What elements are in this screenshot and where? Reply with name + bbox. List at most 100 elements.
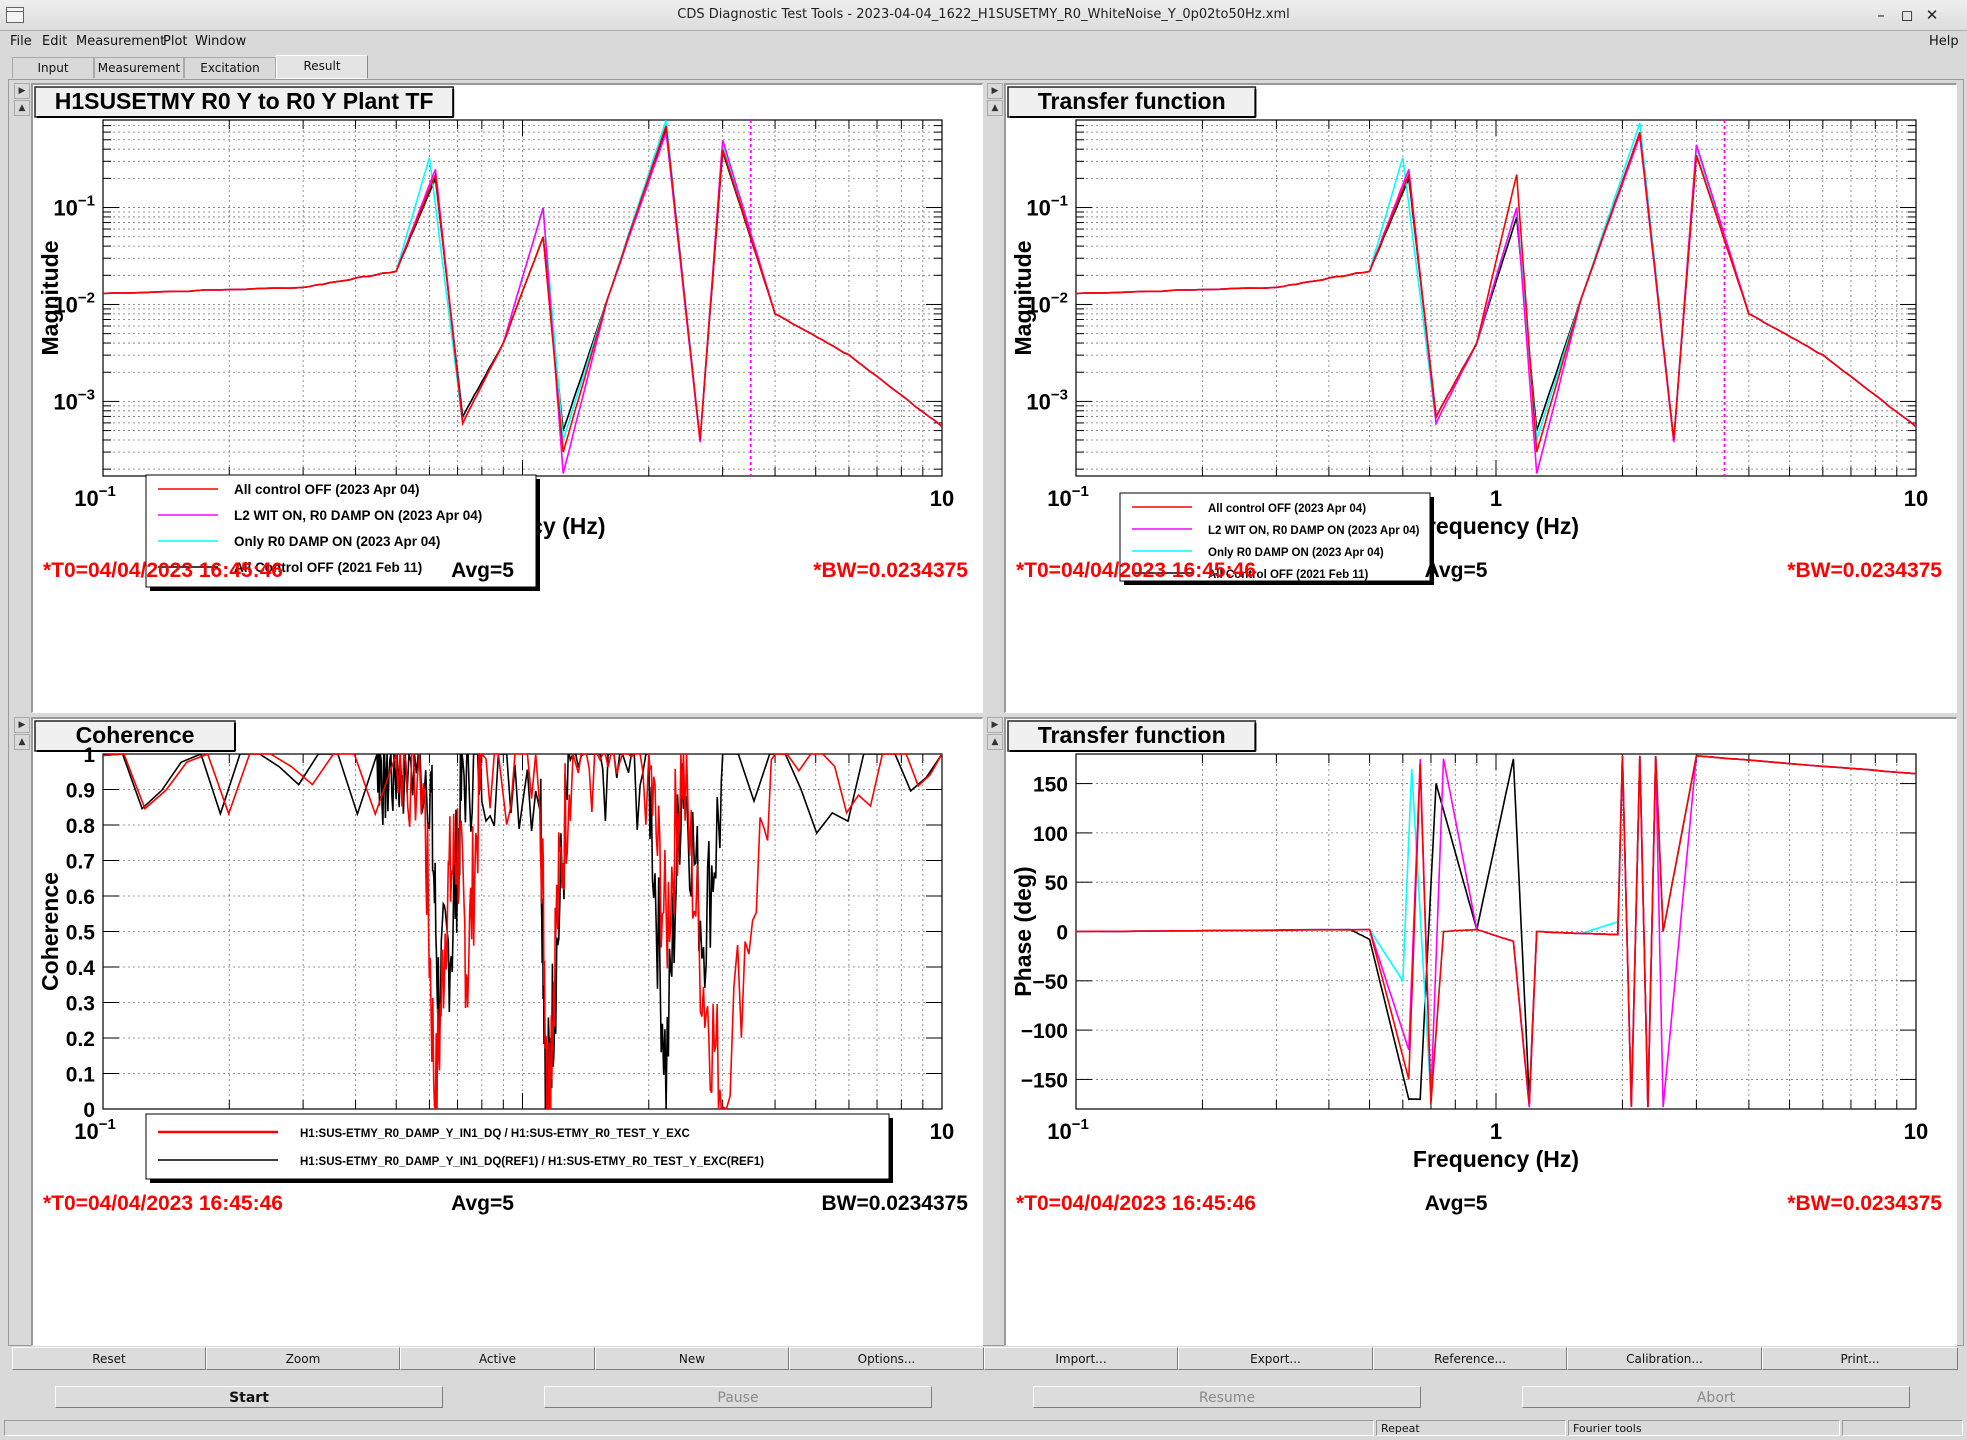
- y-tick-label: −50: [1032, 971, 1068, 994]
- y-tick-label: 10−2: [1026, 289, 1068, 317]
- x-tick-label: 10: [930, 1119, 954, 1144]
- abort-button[interactable]: Abort: [1522, 1386, 1910, 1408]
- plot-title: H1SUSETMY R0 Y to R0 Y Plant TF: [55, 88, 434, 114]
- pane-expand-icon[interactable]: ▶: [987, 717, 1003, 733]
- series-line: [103, 754, 942, 1109]
- y-tick-label: 0.4: [66, 957, 96, 980]
- y-tick-label: 0: [1056, 922, 1068, 945]
- pane-expand-icon[interactable]: ▶: [14, 83, 30, 99]
- active-button[interactable]: Active: [400, 1347, 595, 1370]
- status-fourier-tools: Fourier tools: [1568, 1420, 1840, 1436]
- menu-help[interactable]: Help: [1929, 34, 1959, 49]
- plot-title: Transfer function: [1038, 88, 1226, 114]
- y-tick-label: 0: [83, 1099, 95, 1122]
- tab-excitation[interactable]: Excitation: [184, 57, 276, 78]
- print-button[interactable]: Print...: [1762, 1347, 1958, 1370]
- plot-pane-coherence[interactable]: Coherence 0 0.1 0.2 0.3 0.4 0.5 0.6 0.7 0.8 0.9 1 10…: [31, 717, 983, 1346]
- average-count-label: Avg=5: [451, 559, 514, 582]
- tab-input[interactable]: Input: [12, 57, 94, 78]
- y-tick-label: 0.5: [66, 922, 96, 945]
- menu-plot[interactable]: Plot: [163, 34, 188, 49]
- new-button[interactable]: New: [595, 1347, 789, 1370]
- import-button[interactable]: Import...: [984, 1347, 1178, 1370]
- tab-result[interactable]: Result: [276, 55, 368, 79]
- maximize-icon[interactable]: ◻: [1900, 6, 1914, 24]
- tab-measurement[interactable]: Measurement: [94, 57, 184, 78]
- plot-pane-magnitude-right[interactable]: Transfer function 10−3 10−2 10−1 10−1 1 10 Freq…: [1004, 83, 1957, 713]
- pane-collapse-icon[interactable]: ▲: [14, 100, 30, 116]
- pane-expand-icon[interactable]: ▶: [987, 83, 1003, 99]
- window-title: CDS Diagnostic Test Tools - 2023-04-04_1…: [677, 7, 1290, 22]
- series-line: [1076, 132, 1916, 453]
- y-tick-label: 0.3: [66, 993, 95, 1016]
- export-button[interactable]: Export...: [1178, 1347, 1373, 1370]
- legend-label: All Control OFF (2021 Feb 11): [1208, 569, 1369, 581]
- coherence-plot[interactable]: Coherence 0 0.1 0.2 0.3 0.4 0.5 0.6 0.7 0.8 0.9 1 10…: [33, 719, 982, 1345]
- y-tick-label: 0.9: [66, 780, 95, 803]
- measurement-controls: Start Pause Resume Abort: [0, 1386, 1967, 1412]
- y-axis-label: Magnitude: [37, 241, 63, 356]
- bandwidth-label: *BW=0.0234375: [813, 559, 968, 582]
- y-tick-label: 0.8: [66, 815, 96, 838]
- bandwidth-label: BW=0.0234375: [821, 1192, 968, 1215]
- options-button[interactable]: Options...: [789, 1347, 984, 1370]
- reference-button[interactable]: Reference...: [1373, 1347, 1567, 1370]
- x-tick-label: 10: [1904, 486, 1928, 511]
- reset-button[interactable]: Reset: [12, 1347, 206, 1370]
- plot-title-box: [1007, 720, 1257, 752]
- status-message: [4, 1420, 1374, 1436]
- plot-title: Coherence: [76, 722, 195, 748]
- menu-edit[interactable]: Edit: [42, 34, 68, 49]
- y-tick-label: 10−3: [1026, 386, 1068, 414]
- menu-file[interactable]: File: [10, 34, 32, 49]
- y-tick-label: 50: [1045, 872, 1068, 895]
- calibration-button[interactable]: Calibration...: [1567, 1347, 1762, 1370]
- y-tick-label: −100: [1021, 1020, 1068, 1043]
- plot-pane-phase[interactable]: Transfer function −150 −100 −50 0 50 100 150 10−…: [1004, 717, 1957, 1346]
- legend: [145, 1113, 890, 1180]
- legend-label: H1:SUS-ETMY_R0_DAMP_Y_IN1_DQ(REF1) / H1:…: [300, 1156, 764, 1168]
- y-tick-label: 100: [1033, 823, 1068, 846]
- legend-label: Only R0 DAMP ON (2023 Apr 04): [1208, 547, 1384, 559]
- menubar: File Edit Measurement Plot Window Help: [0, 31, 1967, 53]
- zoom-button[interactable]: Zoom: [206, 1347, 400, 1370]
- x-axis-label: Frequency (Hz): [1413, 1146, 1579, 1172]
- pane-expand-icon[interactable]: ▶: [14, 717, 30, 733]
- y-tick-label: 1: [83, 744, 95, 767]
- y-tick-label: 10−2: [53, 289, 95, 317]
- y-axis-label: Coherence: [37, 872, 63, 991]
- magnitude-plot[interactable]: H1SUSETMY R0 Y to R0 Y Plant TF 10−3 10−2 1…: [33, 85, 982, 712]
- start-button[interactable]: Start: [55, 1386, 443, 1408]
- bandwidth-label: *BW=0.0234375: [1787, 1192, 1942, 1215]
- y-tick-label: 10−1: [1026, 193, 1068, 221]
- window-titlebar: CDS Diagnostic Test Tools - 2023-04-04_1…: [0, 0, 1967, 31]
- transfer-function-magnitude-plot[interactable]: Transfer function 10−3 10−2 10−1 10−1 1 10 Freq…: [1006, 85, 1956, 712]
- y-tick-label: 10−3: [53, 386, 95, 414]
- x-tick-label: 10−1: [74, 483, 116, 511]
- legend: [145, 474, 537, 588]
- app-window-icon[interactable]: [6, 7, 24, 23]
- x-tick-label: 10: [1904, 1119, 1928, 1144]
- close-icon[interactable]: ✕: [1925, 6, 1939, 24]
- series-line: [103, 754, 942, 1109]
- plot-pane-magnitude-left[interactable]: H1SUSETMY R0 Y to R0 Y Plant TF 10−3 10−2 1…: [31, 83, 983, 713]
- y-tick-label: −150: [1021, 1069, 1068, 1092]
- menu-measurement[interactable]: Measurement: [76, 34, 166, 49]
- pause-button[interactable]: Pause: [544, 1386, 932, 1408]
- legend-label: H1:SUS-ETMY_R0_DAMP_Y_IN1_DQ / H1:SUS-ET…: [300, 1128, 690, 1140]
- plot-title-box: [34, 720, 236, 752]
- pane-collapse-icon[interactable]: ▲: [987, 100, 1003, 116]
- series-line: [103, 125, 942, 453]
- x-tick-label: 1: [1490, 486, 1502, 511]
- legend-label: All control OFF (2023 Apr 04): [234, 482, 420, 497]
- pane-collapse-icon[interactable]: ▲: [987, 734, 1003, 750]
- average-count-label: Avg=5: [1425, 559, 1488, 582]
- minimize-icon[interactable]: –: [1877, 6, 1885, 24]
- resume-button[interactable]: Resume: [1033, 1386, 1421, 1408]
- menu-window[interactable]: Window: [195, 34, 247, 49]
- transfer-function-phase-plot[interactable]: Transfer function −150 −100 −50 0 50 100 150 10−…: [1006, 719, 1956, 1345]
- y-tick-label: 10−1: [53, 193, 95, 221]
- y-tick-label: 0.2: [66, 1028, 95, 1051]
- pane-collapse-icon[interactable]: ▲: [14, 734, 30, 750]
- status-repeat: Repeat: [1376, 1420, 1566, 1436]
